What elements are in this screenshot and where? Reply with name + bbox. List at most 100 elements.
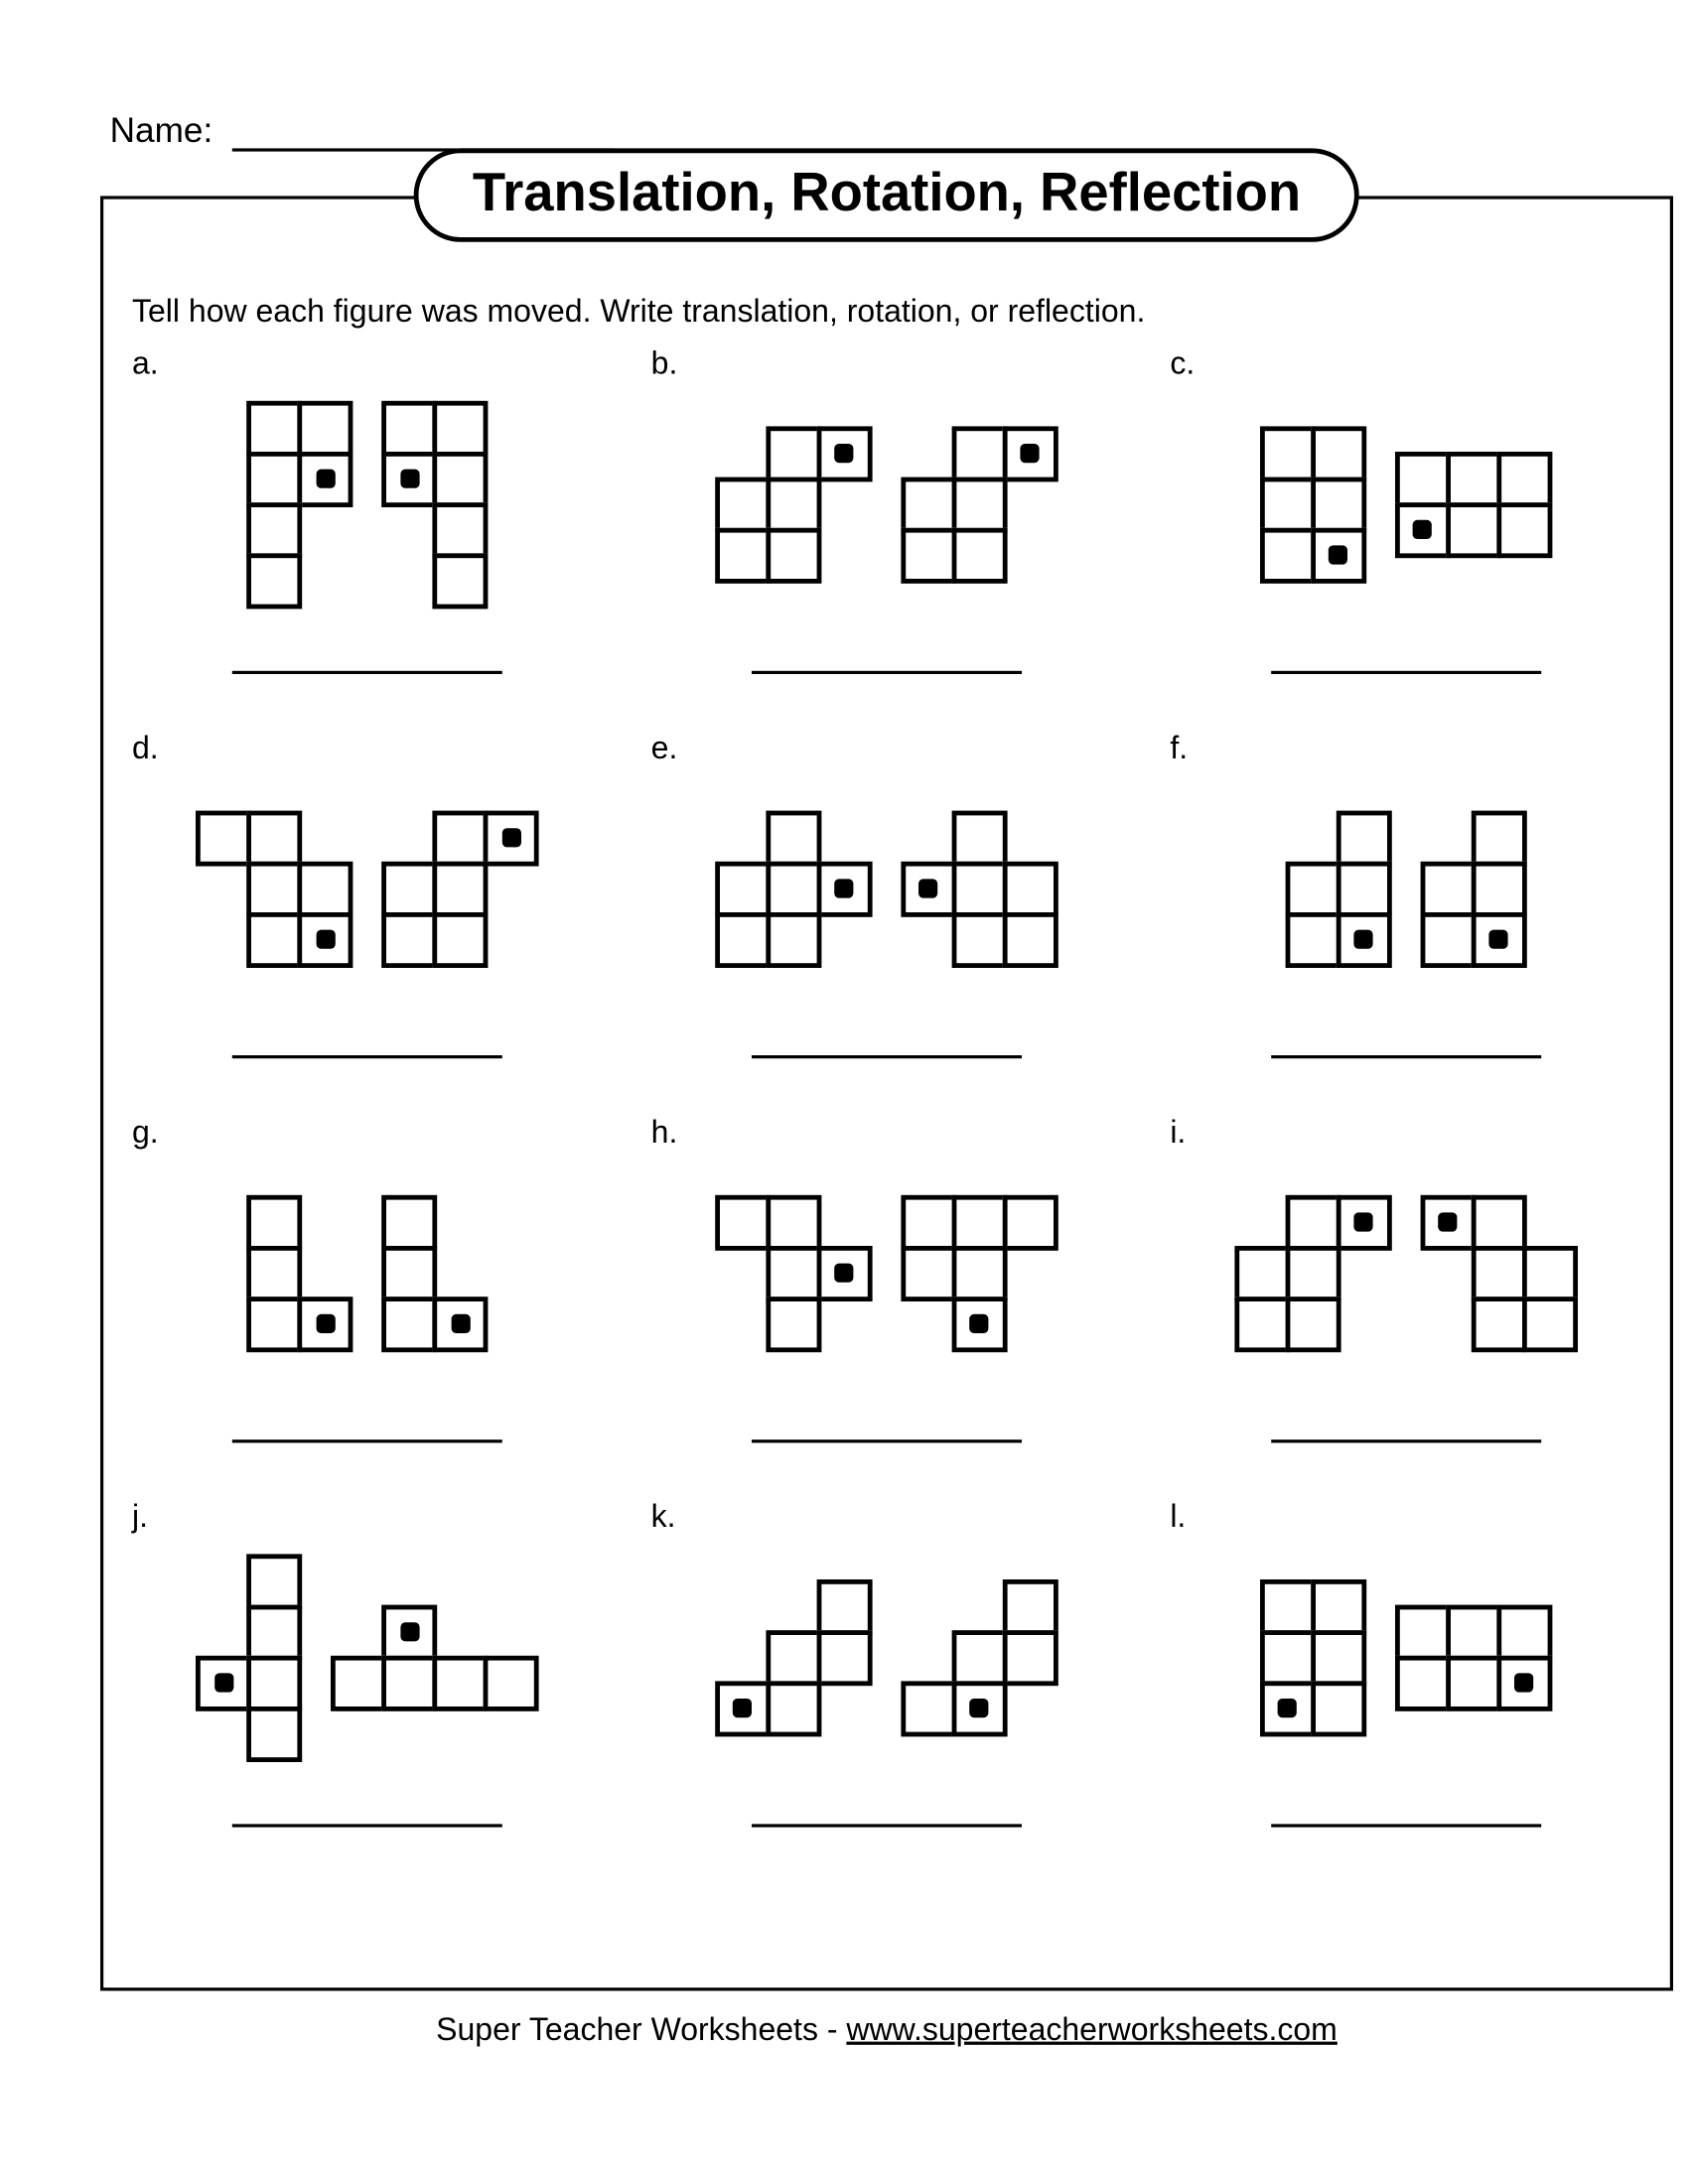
figure-pair: [644, 369, 1128, 639]
marker-dot: [1354, 930, 1373, 949]
marker-dot: [1329, 545, 1347, 564]
marker-dot: [734, 1699, 753, 1717]
polyomino-figure: [382, 810, 539, 967]
polyomino-cell: [817, 1629, 873, 1685]
polyomino-figure: [715, 1578, 872, 1735]
figure-pair: [126, 1138, 610, 1408]
polyomino-cell: [1003, 861, 1058, 916]
question-label: f.: [1170, 732, 1188, 768]
polyomino-cell: [197, 810, 252, 866]
answer-line[interactable]: [1271, 1824, 1541, 1827]
question-grid: a.b.c.d.e.f.g.h.i.j.k.l.: [126, 346, 1648, 1827]
polyomino-cell: [433, 911, 489, 967]
polyomino-cell: [1259, 426, 1315, 481]
marker-dot: [400, 470, 419, 488]
worksheet-title: Translation, Rotation, Reflection: [414, 148, 1360, 241]
polyomino-cell: [1394, 1655, 1450, 1710]
footer-link[interactable]: www.superteacherworksheets.com: [846, 2013, 1337, 2048]
polyomino-cell: [298, 861, 353, 916]
polyomino-cell: [1285, 1194, 1340, 1250]
answer-line[interactable]: [232, 1439, 502, 1442]
question-label: j.: [132, 1500, 148, 1537]
question-cell: k.: [644, 1500, 1128, 1828]
polyomino-cell: [952, 861, 1008, 916]
answer-line[interactable]: [232, 671, 502, 674]
marker-dot: [835, 444, 854, 463]
polyomino-cell: [766, 810, 821, 866]
name-label: Name:: [110, 110, 213, 150]
polyomino-cell: [1471, 861, 1526, 916]
question-label: g.: [132, 1116, 159, 1153]
figure-pair: [1164, 1138, 1647, 1408]
polyomino-cell: [901, 1681, 956, 1736]
answer-line[interactable]: [752, 1824, 1022, 1827]
polyomino-cell: [382, 1194, 438, 1250]
marker-dot: [970, 1314, 989, 1333]
marker-dot: [970, 1699, 989, 1717]
polyomino-cell: [247, 1604, 303, 1660]
polyomino-cell: [1471, 1296, 1526, 1351]
polyomino-cell: [247, 861, 303, 916]
answer-line[interactable]: [1271, 671, 1541, 674]
question-label: h.: [651, 1116, 678, 1153]
polyomino-cell: [1003, 1629, 1058, 1685]
polyomino-figure: [197, 810, 353, 967]
question-label: c.: [1170, 346, 1195, 383]
answer-line[interactable]: [752, 1055, 1022, 1058]
polyomino-cell: [766, 911, 821, 967]
figure-pair: [1164, 369, 1647, 639]
marker-dot: [835, 879, 854, 897]
polyomino-cell: [952, 1629, 1008, 1685]
answer-line[interactable]: [232, 1055, 502, 1058]
polyomino-cell: [1496, 1604, 1552, 1660]
polyomino-cell: [433, 810, 489, 866]
question-label: e.: [651, 732, 678, 768]
question-cell: d.: [126, 732, 610, 1059]
marker-dot: [1354, 1212, 1373, 1231]
answer-line[interactable]: [1271, 1439, 1541, 1442]
polyomino-cell: [247, 1194, 303, 1250]
polyomino-cell: [715, 911, 771, 967]
question-label: k.: [651, 1500, 676, 1537]
marker-dot: [919, 879, 938, 897]
polyomino-cell: [1394, 1604, 1450, 1660]
marker-dot: [1413, 520, 1432, 539]
polyomino-cell: [1311, 426, 1366, 481]
polyomino-cell: [1285, 861, 1340, 916]
marker-dot: [316, 1314, 335, 1333]
name-input-line[interactable]: [232, 120, 614, 152]
question-label: a.: [132, 346, 159, 383]
polyomino-cell: [952, 477, 1008, 532]
polyomino-cell: [433, 553, 489, 609]
polyomino-cell: [247, 1706, 303, 1761]
polyomino-cell: [1234, 1245, 1290, 1300]
marker-dot: [502, 828, 521, 847]
figure-pair: [126, 1522, 610, 1792]
question-label: b.: [651, 346, 678, 383]
polyomino-cell: [1420, 911, 1476, 967]
polyomino-figure: [1259, 426, 1365, 583]
answer-line[interactable]: [752, 1439, 1022, 1442]
marker-dot: [316, 930, 335, 949]
polyomino-cell: [766, 1296, 821, 1351]
polyomino-cell: [952, 426, 1008, 481]
polyomino-cell: [952, 1194, 1008, 1250]
question-cell: g.: [126, 1116, 610, 1443]
polyomino-figure: [901, 426, 1058, 583]
polyomino-cell: [1003, 911, 1058, 967]
marker-dot: [400, 1622, 419, 1641]
answer-line[interactable]: [232, 1824, 502, 1827]
answer-line[interactable]: [752, 671, 1022, 674]
polyomino-cell: [433, 861, 489, 916]
polyomino-cell: [382, 400, 438, 456]
polyomino-cell: [298, 400, 353, 456]
polyomino-cell: [901, 527, 956, 583]
polyomino-cell: [766, 426, 821, 481]
polyomino-cell: [1259, 1629, 1315, 1685]
figure-pair: [126, 753, 610, 1024]
polyomino-figure: [197, 1554, 303, 1762]
polyomino-cell: [1521, 1245, 1577, 1300]
polyomino-figure: [332, 1604, 540, 1710]
polyomino-figure: [901, 810, 1058, 967]
answer-line[interactable]: [1271, 1055, 1541, 1058]
